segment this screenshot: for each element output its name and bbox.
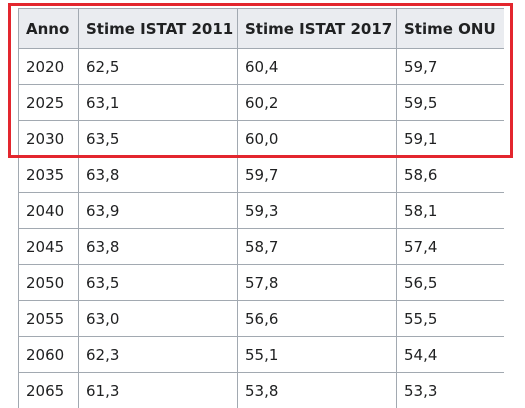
table-cell: 62,3: [78, 336, 238, 373]
table-row: 2030 63,5 60,0 59,1: [18, 120, 504, 157]
table-cell: 2045: [18, 228, 79, 265]
table-cell: 60,2: [237, 84, 397, 121]
column-header: Stime ISTAT 2017: [237, 8, 397, 49]
table-cell: 63,5: [78, 264, 238, 301]
table-cell: 58,1: [396, 192, 504, 229]
table-cell: 2060: [18, 336, 79, 373]
table-cell: 59,7: [396, 48, 504, 85]
table-cell: 2040: [18, 192, 79, 229]
table-body: 2020 62,5 60,4 59,7 2025 63,1 60,2 59,5 2030 63,5…: [18, 48, 504, 408]
table-row: 2050 63,5 57,8 56,5: [18, 264, 504, 301]
table-row: 2025 63,1 60,2 59,5: [18, 84, 504, 121]
table-cell: 53,3: [396, 372, 504, 408]
table-cell: 59,7: [237, 156, 397, 193]
table-cell: 62,5: [78, 48, 238, 85]
table-row: 2065 61,3 53,8 53,3: [18, 372, 504, 408]
table-cell: 56,5: [396, 264, 504, 301]
table-cell: 58,6: [396, 156, 504, 193]
table-row: 2060 62,3 55,1 54,4: [18, 336, 504, 373]
header-row: Anno Stime ISTAT 2011 Stime ISTAT 2017 Stim…: [18, 8, 504, 49]
table-cell: 63,1: [78, 84, 238, 121]
table-cell: 53,8: [237, 372, 397, 408]
table-cell: 57,8: [237, 264, 397, 301]
column-header: Stime ONU: [396, 8, 504, 49]
table-cell: 63,8: [78, 228, 238, 265]
table-cell: 2050: [18, 264, 79, 301]
table-cell: 57,4: [396, 228, 504, 265]
column-header: Stime ISTAT 2011: [78, 8, 238, 49]
column-header: Anno: [18, 8, 79, 49]
table-cell: 56,6: [237, 300, 397, 337]
table-cell: 2030: [18, 120, 79, 157]
table-row: 2045 63,8 58,7 57,4: [18, 228, 504, 265]
table-cell: 63,0: [78, 300, 238, 337]
table-row: 2040 63,9 59,3 58,1: [18, 192, 504, 229]
table-cell: 55,1: [237, 336, 397, 373]
table-row: 2055 63,0 56,6 55,5: [18, 300, 504, 337]
table-cell: 59,5: [396, 84, 504, 121]
table-cell: 63,8: [78, 156, 238, 193]
table-cell: 58,7: [237, 228, 397, 265]
table-cell: 60,4: [237, 48, 397, 85]
table-row: 2020 62,5 60,4 59,7: [18, 48, 504, 85]
data-table: Anno Stime ISTAT 2011 Stime ISTAT 2017 Stim…: [18, 8, 504, 408]
table-cell: 2065: [18, 372, 79, 408]
table-cell: 2020: [18, 48, 79, 85]
table-cell: 61,3: [78, 372, 238, 408]
table-cell: 63,9: [78, 192, 238, 229]
table-cell: 2035: [18, 156, 79, 193]
table-cell: 2055: [18, 300, 79, 337]
table-cell: 59,3: [237, 192, 397, 229]
table-cell: 60,0: [237, 120, 397, 157]
table-cell: 55,5: [396, 300, 504, 337]
table-cell: 54,4: [396, 336, 504, 373]
table-container: Anno Stime ISTAT 2011 Stime ISTAT 2017 Stim…: [18, 8, 504, 408]
table-cell: 59,1: [396, 120, 504, 157]
table-cell: 2025: [18, 84, 79, 121]
table-cell: 63,5: [78, 120, 238, 157]
table-row: 2035 63,8 59,7 58,6: [18, 156, 504, 193]
